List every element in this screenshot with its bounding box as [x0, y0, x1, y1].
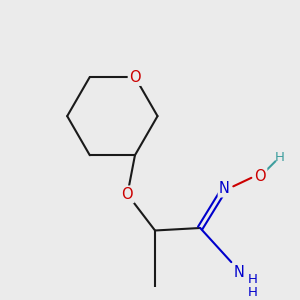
- Text: O: O: [122, 187, 133, 202]
- Text: O: O: [255, 169, 266, 184]
- Text: H: H: [248, 286, 257, 299]
- Text: N: N: [234, 265, 245, 280]
- Text: O: O: [129, 70, 141, 85]
- Text: H: H: [274, 151, 284, 164]
- Text: N: N: [219, 181, 230, 196]
- Text: H: H: [248, 273, 257, 286]
